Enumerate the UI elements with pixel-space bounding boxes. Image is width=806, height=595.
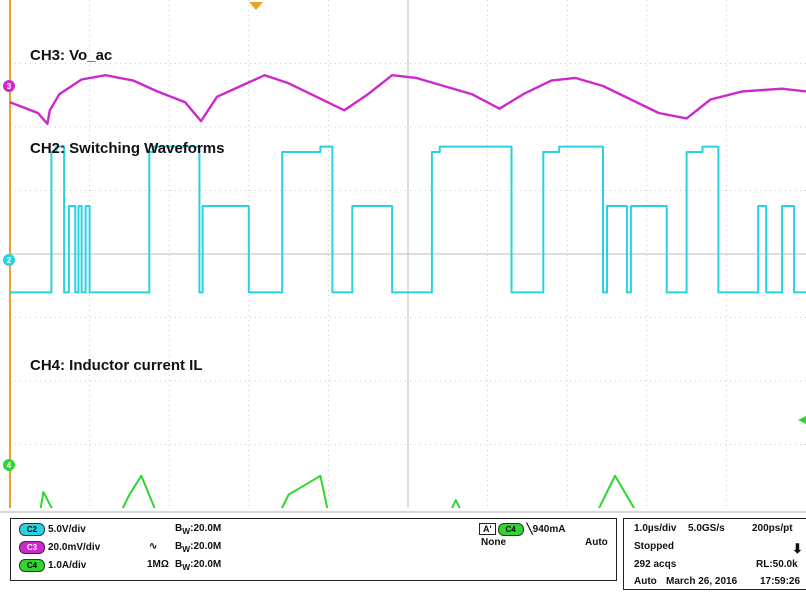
ch2-pill: C2 [19,523,45,536]
ch2-bandwidth: BW:20.0M [175,523,222,536]
date: March 26, 2016 [666,576,738,587]
trigger-source: None [481,537,506,548]
ch3-scale-row[interactable]: C3 20.0mV/div [19,541,100,554]
ch3-marker-text: 3 [7,82,12,91]
graticule [10,0,806,508]
run-state[interactable]: Stopped [634,541,674,552]
acq-mode: Auto [634,576,657,587]
ch3-scale: 20.0mV/div [48,542,101,554]
ch2-scale: 5.0V/div [48,524,86,536]
ch4-label: CH4: Inductor current IL [30,357,203,374]
ch4-ground-marker[interactable]: 4 [3,459,15,471]
resolution: 200ps/pt [752,523,793,534]
trigger-source-pill: C4 [497,523,524,536]
oscilloscope-plot: CH3: Vo_ac CH2: Switching Waveforms CH4:… [3,0,806,508]
trigger-level: 940mA [532,524,566,536]
ch2-trace [10,145,806,294]
ch2-scale-row[interactable]: C2 5.0V/div [19,523,86,536]
ch4-marker-text: 4 [7,461,12,470]
trigger-mode: Auto [585,537,608,548]
ch3-ground-marker[interactable]: 3 [3,80,15,92]
ch3-bandwidth: BW:20.0M [175,541,222,554]
ch4-scale: 1.0A/div [48,560,87,572]
trigger-row[interactable]: A' C4 ╲940mA [479,523,565,536]
trigger-position-marker[interactable] [249,2,263,10]
status-bar: C2 5.0V/div BW:20.0M C3 20.0mV/div ∿ BW:20… [0,511,806,595]
ch3-pill: C3 [19,541,45,554]
trigger-level-marker[interactable] [798,416,806,424]
trigger-slope-icon: ╲ [526,524,533,536]
acquisition-panel: 1.0µs/div 5.0GS/s 200ps/pt Stopped ⬇ 292… [623,518,806,590]
trigger-label: A' [479,523,496,536]
ch4-bandwidth: BW:20.0M [175,559,222,572]
ch4-pill: C4 [19,559,45,572]
ch3-coupling-icon: ∿ [149,541,158,552]
timebase[interactable]: 1.0µs/div [634,523,677,534]
acquisition-count: 292 acqs [634,559,677,570]
ch4-impedance: 1MΩ [147,559,169,570]
ch2-marker-text: 2 [7,256,12,265]
ch3-label: CH3: Vo_ac [30,47,112,64]
ch2-ground-marker[interactable]: 2 [3,254,15,266]
stop-arrow-icon: ⬇ [792,541,803,556]
waveform-traces [9,74,806,508]
sample-rate: 5.0GS/s [688,523,725,534]
time: 17:59:26 [760,576,801,587]
ch3-trace [9,74,806,125]
channel-settings-panel: C2 5.0V/div BW:20.0M C3 20.0mV/div ∿ BW:20… [10,518,617,581]
record-length: RL:50.0k [756,559,798,570]
ch4-scale-row[interactable]: C4 1.0A/div [19,559,86,572]
ch2-label: CH2: Switching Waveforms [30,140,224,157]
